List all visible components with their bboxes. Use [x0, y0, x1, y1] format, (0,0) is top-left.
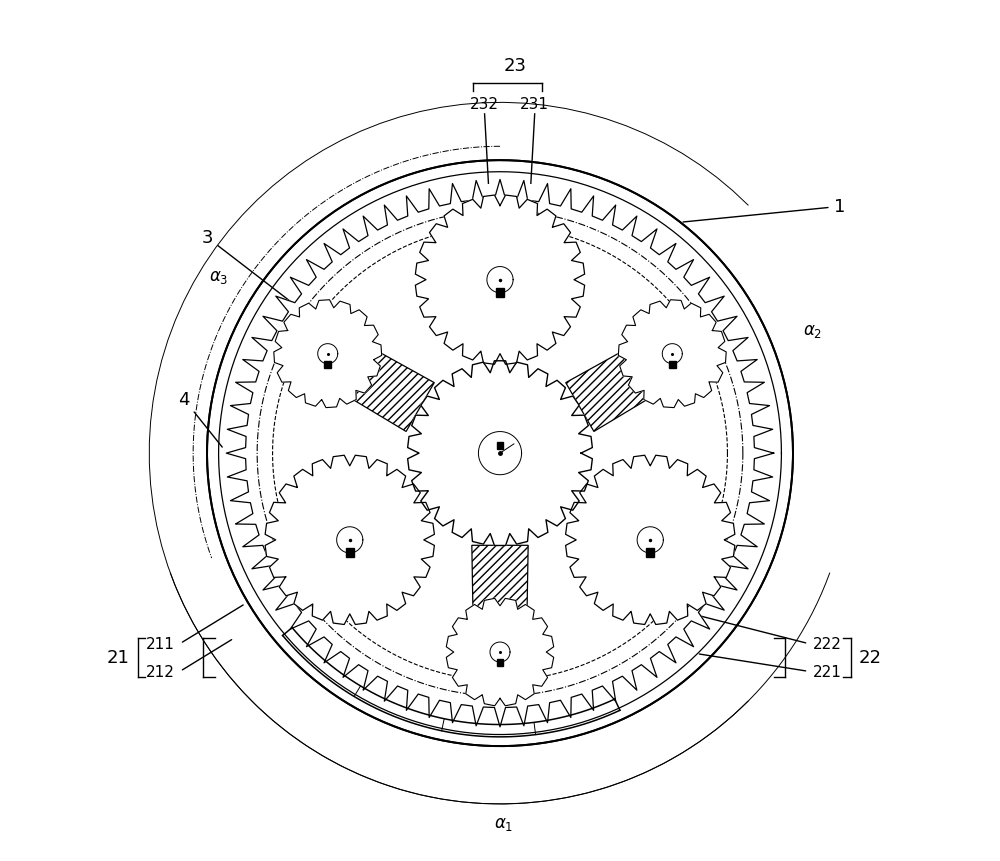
- Polygon shape: [472, 546, 528, 672]
- Text: 4: 4: [178, 391, 222, 448]
- Text: 211: 211: [146, 636, 175, 651]
- Polygon shape: [318, 344, 338, 364]
- Text: 1: 1: [683, 198, 845, 223]
- Polygon shape: [618, 300, 726, 408]
- Polygon shape: [337, 527, 363, 554]
- Polygon shape: [415, 195, 585, 365]
- Text: 212: 212: [146, 664, 175, 679]
- Text: 231: 231: [520, 97, 549, 112]
- Polygon shape: [298, 322, 434, 432]
- Polygon shape: [566, 455, 735, 625]
- Text: 221: 221: [813, 664, 842, 679]
- Polygon shape: [207, 161, 793, 746]
- Bar: [324, 362, 331, 369]
- Text: 22: 22: [859, 648, 882, 666]
- Text: 21: 21: [107, 648, 130, 666]
- Bar: [646, 548, 654, 557]
- Text: 3: 3: [201, 229, 305, 313]
- Polygon shape: [490, 642, 510, 662]
- Bar: [497, 660, 503, 666]
- Polygon shape: [274, 300, 382, 408]
- Text: 232: 232: [470, 97, 499, 112]
- Bar: [346, 548, 354, 557]
- Polygon shape: [408, 362, 592, 546]
- Text: $\alpha_3$: $\alpha_3$: [209, 268, 228, 285]
- Bar: [496, 288, 504, 297]
- Polygon shape: [226, 180, 774, 727]
- Text: $\alpha_2$: $\alpha_2$: [803, 321, 822, 339]
- Polygon shape: [566, 322, 702, 432]
- Polygon shape: [487, 267, 513, 294]
- Text: 23: 23: [504, 57, 527, 75]
- Text: 222: 222: [813, 636, 842, 651]
- Polygon shape: [662, 344, 682, 364]
- Polygon shape: [265, 455, 434, 625]
- Polygon shape: [637, 527, 663, 554]
- Bar: [669, 362, 676, 369]
- Bar: [497, 442, 503, 449]
- Polygon shape: [446, 598, 554, 706]
- Polygon shape: [478, 432, 522, 475]
- Text: $\alpha_1$: $\alpha_1$: [494, 815, 514, 832]
